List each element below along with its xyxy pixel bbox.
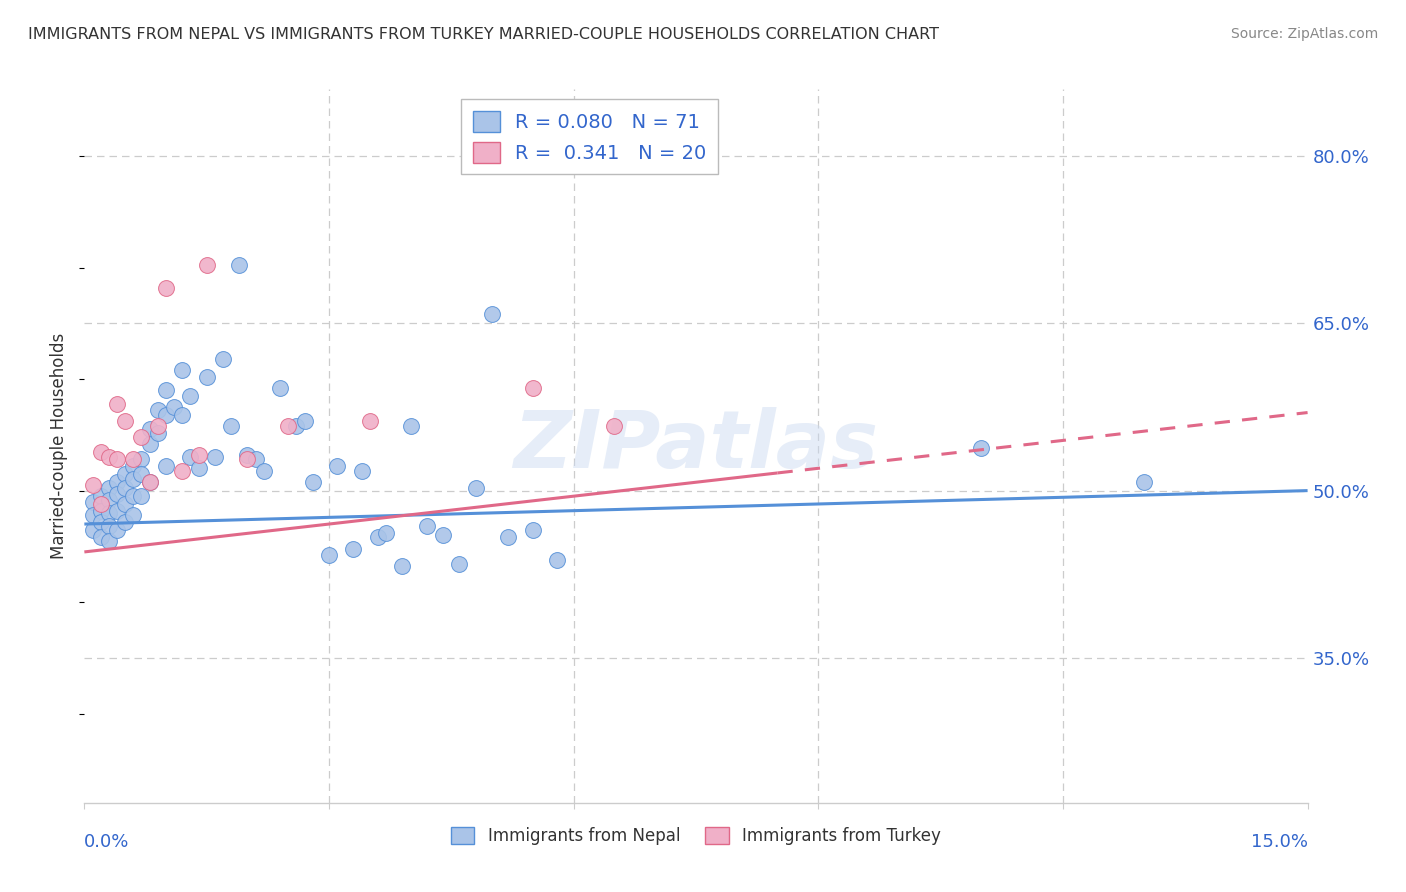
- Point: [522, 381, 544, 395]
- Point: [498, 530, 520, 544]
- Point: [285, 418, 308, 433]
- Point: [204, 450, 226, 464]
- Point: [172, 408, 194, 422]
- Point: [522, 523, 544, 537]
- Text: 15.0%: 15.0%: [1250, 833, 1308, 851]
- Point: [97, 519, 120, 533]
- Point: [318, 548, 340, 563]
- Point: [195, 258, 218, 272]
- Point: [90, 497, 112, 511]
- Point: [131, 467, 153, 481]
- Point: [138, 422, 160, 436]
- Point: [105, 523, 128, 537]
- Point: [82, 523, 104, 537]
- Point: [90, 489, 112, 503]
- Point: [350, 463, 373, 477]
- Point: [105, 452, 128, 467]
- Point: [97, 481, 120, 495]
- Point: [245, 452, 267, 467]
- Point: [105, 487, 128, 501]
- Point: [970, 441, 993, 455]
- Point: [212, 351, 235, 366]
- Point: [131, 430, 153, 444]
- Point: [359, 414, 381, 428]
- Point: [131, 452, 153, 467]
- Point: [432, 528, 454, 542]
- Point: [301, 475, 323, 489]
- Text: IMMIGRANTS FROM NEPAL VS IMMIGRANTS FROM TURKEY MARRIED-COUPLE HOUSEHOLDS CORREL: IMMIGRANTS FROM NEPAL VS IMMIGRANTS FROM…: [28, 27, 939, 42]
- Y-axis label: Married-couple Households: Married-couple Households: [51, 333, 69, 559]
- Point: [155, 280, 177, 294]
- Point: [367, 530, 389, 544]
- Point: [114, 481, 136, 495]
- Point: [97, 450, 120, 464]
- Point: [90, 515, 112, 529]
- Point: [105, 396, 128, 410]
- Point: [138, 475, 160, 489]
- Point: [155, 408, 177, 422]
- Point: [187, 461, 209, 475]
- Point: [416, 519, 439, 533]
- Point: [114, 515, 136, 529]
- Point: [546, 552, 568, 567]
- Point: [90, 444, 112, 458]
- Point: [342, 541, 364, 556]
- Point: [155, 458, 177, 473]
- Point: [163, 400, 186, 414]
- Text: ZIPatlas: ZIPatlas: [513, 407, 879, 485]
- Point: [114, 467, 136, 481]
- Point: [187, 448, 209, 462]
- Point: [236, 452, 259, 467]
- Point: [114, 497, 136, 511]
- Point: [253, 463, 276, 477]
- Point: [179, 389, 201, 403]
- Point: [131, 489, 153, 503]
- Point: [146, 403, 169, 417]
- Point: [449, 557, 471, 572]
- Point: [97, 506, 120, 520]
- Point: [219, 418, 242, 433]
- Point: [294, 414, 316, 428]
- Point: [122, 452, 145, 467]
- Point: [391, 559, 413, 574]
- Point: [603, 418, 626, 433]
- Point: [481, 307, 503, 321]
- Point: [82, 494, 104, 508]
- Point: [1133, 475, 1156, 489]
- Point: [172, 463, 194, 477]
- Point: [97, 533, 120, 548]
- Point: [122, 473, 145, 487]
- Point: [326, 458, 349, 473]
- Point: [105, 475, 128, 489]
- Point: [375, 525, 398, 540]
- Point: [399, 418, 422, 433]
- Point: [236, 448, 259, 462]
- Point: [269, 381, 291, 395]
- Point: [179, 450, 201, 464]
- Point: [277, 418, 299, 433]
- Point: [122, 458, 145, 473]
- Point: [464, 481, 486, 495]
- Point: [82, 478, 104, 492]
- Point: [155, 384, 177, 398]
- Point: [82, 508, 104, 522]
- Legend: Immigrants from Nepal, Immigrants from Turkey: Immigrants from Nepal, Immigrants from T…: [444, 820, 948, 852]
- Text: 0.0%: 0.0%: [84, 833, 129, 851]
- Point: [122, 508, 145, 522]
- Point: [90, 503, 112, 517]
- Point: [122, 489, 145, 503]
- Point: [138, 475, 160, 489]
- Point: [114, 414, 136, 428]
- Text: Source: ZipAtlas.com: Source: ZipAtlas.com: [1230, 27, 1378, 41]
- Point: [195, 369, 218, 384]
- Point: [105, 503, 128, 517]
- Point: [90, 530, 112, 544]
- Point: [146, 425, 169, 440]
- Point: [228, 258, 250, 272]
- Point: [172, 363, 194, 377]
- Point: [138, 436, 160, 450]
- Point: [146, 418, 169, 433]
- Point: [97, 492, 120, 507]
